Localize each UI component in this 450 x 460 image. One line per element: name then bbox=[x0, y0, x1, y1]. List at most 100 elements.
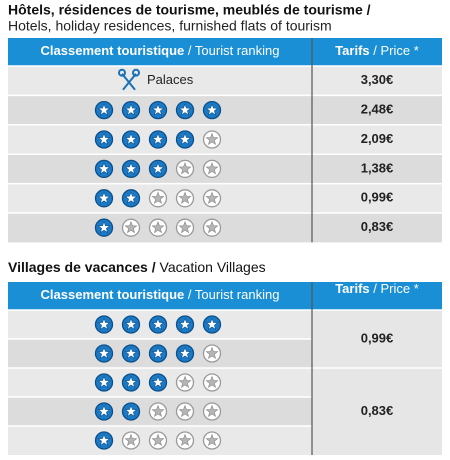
star-shape bbox=[124, 433, 138, 447]
section-subtitle: Hotels, holiday residences, furnished fl… bbox=[8, 18, 332, 34]
star-shape bbox=[205, 220, 219, 234]
star-shape bbox=[178, 162, 192, 175]
row-label: Palaces bbox=[147, 72, 194, 87]
star-shape bbox=[97, 317, 111, 331]
star-shape bbox=[151, 375, 165, 389]
star-empty bbox=[202, 344, 222, 363]
star-shape bbox=[178, 433, 192, 447]
price-bg bbox=[312, 310, 442, 368]
header-ranking: Classement touristique / Tourist ranking bbox=[41, 287, 280, 302]
price-bg bbox=[312, 66, 442, 96]
star-filled bbox=[121, 402, 141, 421]
header-price: Tarifs / Price * bbox=[335, 43, 419, 58]
star-shape bbox=[124, 162, 138, 175]
star-filled bbox=[94, 159, 114, 179]
star-filled bbox=[94, 315, 114, 334]
star-shape bbox=[178, 191, 192, 204]
star-shape bbox=[205, 191, 219, 204]
star-shape bbox=[151, 103, 165, 116]
star-filled bbox=[148, 344, 168, 363]
star-shape bbox=[205, 132, 219, 146]
price-bg bbox=[312, 124, 442, 155]
star-shape bbox=[124, 375, 138, 389]
price: 2,48€ bbox=[361, 102, 394, 117]
section-title: Villages de vacances / Vacation Villages bbox=[8, 259, 266, 275]
star-shape bbox=[124, 317, 138, 331]
price: 0,83€ bbox=[361, 219, 394, 234]
star-shape bbox=[151, 132, 165, 146]
header-price: Tarifs / Price * bbox=[335, 281, 419, 296]
star-shape bbox=[151, 162, 165, 175]
price-bg bbox=[312, 154, 442, 184]
star-empty bbox=[121, 218, 141, 237]
star-filled bbox=[202, 315, 222, 334]
star-shape bbox=[151, 317, 165, 331]
star-empty bbox=[175, 402, 195, 421]
star-empty bbox=[202, 159, 222, 179]
header-ranking: Classement touristique / Tourist ranking bbox=[41, 43, 280, 58]
star-filled bbox=[148, 130, 168, 149]
star-shape bbox=[97, 346, 111, 360]
header-en: / Tourist ranking bbox=[188, 287, 280, 302]
star-filled bbox=[94, 431, 114, 450]
star-shape bbox=[205, 317, 219, 331]
star-filled bbox=[175, 100, 195, 120]
star-filled bbox=[94, 130, 114, 149]
header-en: / Price * bbox=[373, 281, 419, 296]
star-filled bbox=[175, 315, 195, 334]
star-empty bbox=[202, 373, 222, 392]
price-bg bbox=[312, 368, 442, 455]
star-empty bbox=[202, 218, 222, 237]
price: 1,38€ bbox=[361, 160, 394, 175]
star-empty bbox=[202, 431, 222, 450]
star-filled bbox=[94, 373, 114, 392]
price: 0,99€ bbox=[361, 190, 394, 205]
star-shape bbox=[178, 103, 192, 116]
star-shape bbox=[151, 220, 165, 234]
star-shape bbox=[124, 191, 138, 204]
star-filled bbox=[121, 159, 141, 179]
header-en: / Price * bbox=[373, 43, 419, 58]
key-head bbox=[118, 68, 126, 77]
star-empty bbox=[202, 130, 222, 149]
star-shape bbox=[151, 346, 165, 360]
star-shape bbox=[124, 103, 138, 116]
star-shape bbox=[178, 220, 192, 234]
star-empty bbox=[121, 431, 141, 450]
star-shape bbox=[97, 220, 111, 234]
header-fr: Classement touristique bbox=[41, 287, 185, 302]
star-shape bbox=[124, 220, 138, 234]
table-header bbox=[8, 282, 442, 310]
star-shape bbox=[151, 404, 165, 418]
star-empty bbox=[202, 189, 222, 208]
star-filled bbox=[202, 100, 222, 120]
title-en: Vacation Villages bbox=[160, 259, 266, 275]
star-filled bbox=[175, 130, 195, 149]
palace-icon bbox=[118, 68, 140, 91]
price: 0,83€ bbox=[361, 403, 394, 418]
star-shape bbox=[97, 162, 111, 175]
star-shape bbox=[178, 317, 192, 331]
star-shape bbox=[178, 346, 192, 360]
star-empty bbox=[148, 189, 168, 208]
star-filled bbox=[121, 100, 141, 120]
star-shape bbox=[124, 404, 138, 418]
star-shape bbox=[97, 132, 111, 146]
section-title: Hôtels, résidences de tourisme, meublés … bbox=[8, 2, 371, 18]
star-shape bbox=[178, 132, 192, 146]
star-shape bbox=[151, 433, 165, 447]
star-shape bbox=[178, 404, 192, 418]
table-header bbox=[8, 38, 442, 66]
star-empty bbox=[148, 402, 168, 421]
star-empty bbox=[175, 159, 195, 179]
star-shape bbox=[124, 132, 138, 146]
star-shape bbox=[97, 404, 111, 418]
star-shape bbox=[178, 375, 192, 389]
key-head bbox=[132, 68, 140, 77]
price-bg bbox=[312, 95, 442, 125]
star-filled bbox=[175, 344, 195, 363]
star-empty bbox=[148, 431, 168, 450]
star-shape bbox=[97, 103, 111, 116]
price: 2,09€ bbox=[361, 131, 394, 146]
